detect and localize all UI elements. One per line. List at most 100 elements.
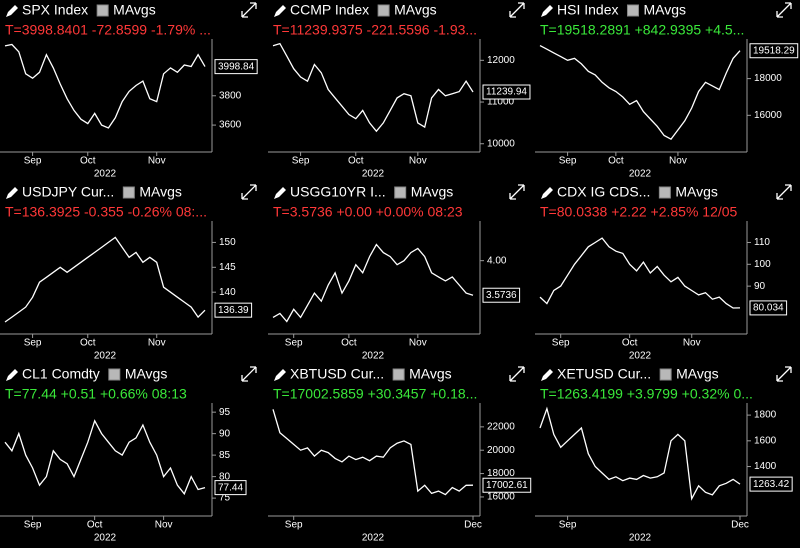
chart-panel: XETUSD Cur... MAvgs T=1263.4199 +3.9799 +0… [535, 366, 793, 544]
price-line [539, 45, 741, 141]
panel-title: SPX Index [22, 2, 88, 18]
x-tick-label: Oct [608, 156, 624, 167]
y-tick-label: 90 [219, 428, 231, 439]
x-tick-label: Oct [87, 520, 103, 531]
x-tick-label: Nov [669, 156, 687, 167]
expand-icon[interactable] [241, 184, 257, 200]
edit-icon[interactable] [274, 369, 286, 381]
expand-icon[interactable] [241, 2, 257, 18]
mavgs-label: MAvgs [643, 2, 686, 18]
y-tick-label: 140 [219, 287, 236, 298]
y-tick-label: 110 [754, 237, 770, 248]
edit-icon[interactable] [6, 187, 18, 199]
y-tick-label: 1800 [754, 410, 777, 421]
panel-title: CL1 Comdty [22, 366, 100, 382]
x-tick-label: Oct [80, 338, 96, 349]
edit-icon[interactable] [541, 5, 553, 17]
y-tick-label: 20000 [487, 445, 515, 456]
x-tick-label: Oct [80, 156, 96, 167]
panel-title: XBTUSD Cur... [290, 366, 384, 382]
last-value-label: 17002.61 [486, 480, 528, 491]
y-tick-label: 4.00 [487, 255, 507, 266]
panel-title: CDX IG CDS... [557, 184, 650, 200]
expand-icon[interactable] [509, 366, 525, 382]
y-tick-label: 11000 [487, 97, 515, 108]
mavgs-checkbox[interactable] [392, 368, 405, 381]
y-tick-label: 145 [219, 262, 236, 273]
mavgs-checkbox[interactable] [626, 4, 639, 17]
x-tick-label: Sep [552, 338, 570, 349]
expand-icon[interactable] [509, 184, 525, 200]
edit-icon[interactable] [541, 187, 553, 199]
price-line [539, 406, 741, 501]
last-value-box [749, 43, 799, 59]
x-axis-title: 2022 [629, 169, 652, 180]
x-tick-label: Nov [409, 156, 427, 167]
x-tick-label: Nov [148, 156, 166, 167]
price-line [272, 409, 474, 496]
status-line: T=17002.5859 +30.3457 +0.18... [273, 386, 477, 402]
y-tick-label: 100 [754, 259, 771, 270]
x-tick-label: Sep [292, 156, 310, 167]
status-line: T=136.3925 -0.355 -0.26% 08:... [5, 204, 207, 220]
panel-title: CCMP Index [290, 2, 369, 18]
x-tick-label: Nov [409, 338, 427, 349]
mavgs-checkbox[interactable] [122, 186, 135, 199]
edit-icon[interactable] [274, 187, 286, 199]
mavgs-label: MAvgs [675, 184, 718, 200]
x-tick-label: Nov [683, 338, 701, 349]
expand-icon[interactable] [241, 366, 257, 382]
panel-title: USDJPY Cur... [22, 184, 114, 200]
mavgs-checkbox[interactable] [659, 368, 672, 381]
y-tick-label: 18000 [754, 73, 782, 84]
chart-panel: USGG10YR I... MAvgs T=3.5736 +0.00 +0.00% … [268, 184, 525, 362]
expand-icon[interactable] [509, 2, 525, 18]
x-axis-title: 2022 [362, 169, 385, 180]
mavgs-checkbox[interactable] [108, 368, 121, 381]
expand-icon[interactable] [776, 184, 792, 200]
mavgs-checkbox[interactable] [394, 186, 407, 199]
y-tick-label: 1400 [754, 461, 777, 472]
mavgs-checkbox[interactable] [658, 186, 671, 199]
edit-icon[interactable] [6, 369, 18, 381]
mavgs-label: MAvgs [139, 184, 182, 200]
mavgs-label: MAvgs [409, 366, 452, 382]
last-value-box [214, 480, 247, 496]
chart-panel: CL1 Comdty MAvgs T=77.44 +0.51 +0.66% 08:1… [0, 366, 257, 544]
x-axis-title: 2022 [94, 533, 117, 544]
edit-icon[interactable] [274, 5, 286, 17]
last-value-label: 136.39 [218, 305, 249, 316]
y-tick-label: 1600 [754, 435, 777, 446]
price-line [539, 237, 741, 309]
x-tick-label: Dec [731, 520, 749, 531]
last-value-label: 1263.42 [753, 479, 790, 490]
expand-icon[interactable] [776, 2, 792, 18]
expand-icon[interactable] [776, 366, 792, 382]
y-tick-label: 95 [219, 407, 231, 418]
chart-panel: USDJPY Cur... MAvgs T=136.3925 -0.355 -0.2… [0, 184, 257, 362]
chart-panel: SPX Index MAvgs T=3998.8401 -72.8599 -1.79… [0, 2, 258, 180]
mavgs-checkbox[interactable] [377, 4, 390, 17]
chart-panel: HSI Index MAvgs T=19518.2891 +842.9395 +4.… [535, 2, 799, 180]
edit-icon[interactable] [541, 369, 553, 381]
mavgs-label: MAvgs [113, 2, 156, 18]
chart-panel: XBTUSD Cur... MAvgs T=17002.5859 +30.3457 … [268, 366, 532, 544]
y-tick-label: 3600 [219, 120, 242, 131]
x-tick-label: Nov [148, 338, 166, 349]
mavgs-checkbox[interactable] [96, 4, 109, 17]
last-value-label: 3998.84 [218, 61, 255, 72]
mavgs-label: MAvgs [411, 184, 454, 200]
y-tick-label: 3800 [219, 90, 242, 101]
status-line: T=3998.8401 -72.8599 -1.79% ... [5, 22, 211, 38]
y-tick-label: 12000 [487, 55, 515, 66]
x-tick-label: Sep [559, 156, 577, 167]
panel-title: HSI Index [557, 2, 618, 18]
y-tick-label: 18000 [487, 468, 515, 479]
edit-icon[interactable] [6, 5, 18, 17]
x-tick-label: Oct [341, 338, 357, 349]
price-line [4, 43, 206, 129]
x-axis-title: 2022 [629, 351, 652, 362]
y-tick-label: 85 [219, 450, 231, 461]
